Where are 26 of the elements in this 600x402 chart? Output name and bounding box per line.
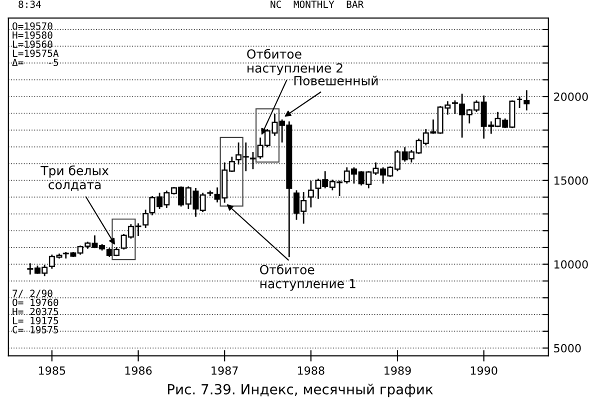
- y-tick-label: 5000: [554, 344, 581, 352]
- candlestick: [516, 96, 523, 109]
- candlestick: [142, 209, 149, 229]
- x-tick-label: 1986: [125, 366, 152, 375]
- text: NC MONTHLY BAR: [270, 0, 364, 8]
- y-tick-label: 10000: [554, 260, 588, 269]
- annotation: Отбитое наступление 1: [260, 264, 356, 291]
- annotation: Три белых солдата: [40, 165, 109, 191]
- x-tick-label: 1989: [384, 366, 411, 375]
- candlestick: [242, 142, 249, 172]
- y-tick-label: 20000: [554, 92, 588, 101]
- text: Рис. 7.39. Индекс, месячный график: [168, 384, 433, 398]
- candlestick: [236, 142, 242, 166]
- text: 8:34: [18, 0, 41, 8]
- annotation: Повешенный: [294, 76, 378, 86]
- annotation: O=19570 H=19580 L=19560 L=19575A Δ= -5: [12, 22, 59, 66]
- annotation: Отбитое наступление 2: [247, 48, 342, 76]
- candlestick: [250, 151, 256, 170]
- x-tick-label: 1985: [39, 366, 66, 375]
- annotation: 7/ 2/90 O= 19760 H= 20375 L= 19175 C= 19575: [12, 290, 58, 334]
- candlestick: [524, 90, 530, 112]
- x-tick-label: 1990: [470, 366, 498, 375]
- y-tick-label: 15000: [554, 176, 588, 185]
- candlestick: [308, 180, 314, 208]
- x-tick-label: 1987: [212, 366, 238, 375]
- x-tick-label: 1988: [298, 366, 324, 375]
